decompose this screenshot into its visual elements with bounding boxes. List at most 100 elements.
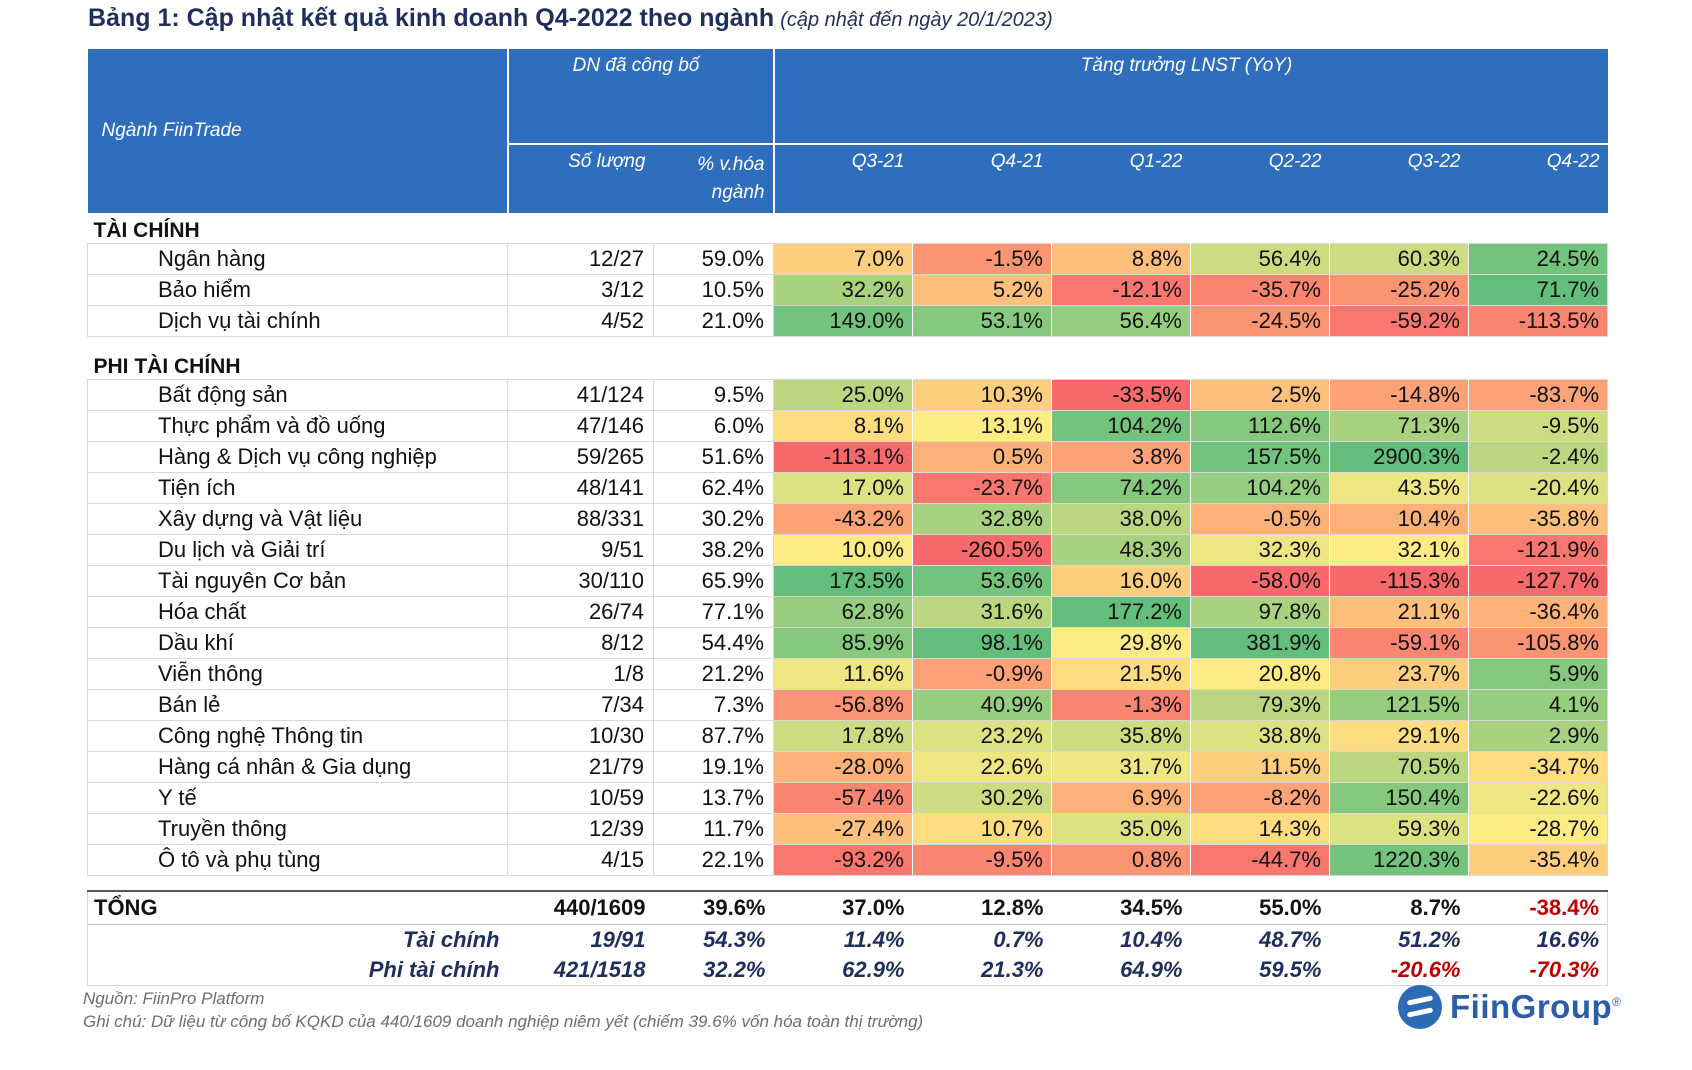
- header-pct: % v.hóa ngành: [653, 144, 774, 213]
- footer-note: Ghi chú: Dữ liệu từ công bố KQKD của 440…: [83, 1012, 924, 1031]
- growth-cell: 20.8%: [1190, 658, 1330, 690]
- table-row: Xây dựng và Vật liệu 88/331 30.2% -43.2% 32.…: [87, 503, 1609, 535]
- growth-cell: 4.1%: [1468, 689, 1609, 721]
- total-growth-cell: 34.5%: [1051, 890, 1191, 925]
- growth-cell: 21.5%: [1051, 658, 1191, 690]
- logo-text: FiinGroup®: [1450, 988, 1622, 1025]
- growth-cell: -113.1%: [773, 441, 913, 473]
- growth-cell: -127.7%: [1468, 565, 1609, 597]
- header-quarter: Q2-22: [1190, 144, 1330, 213]
- market-cap-pct: 62.4%: [653, 472, 774, 504]
- growth-cell: 74.2%: [1051, 472, 1191, 504]
- subtotal-pct: 32.2%: [653, 955, 774, 986]
- total-growth-cell: 55.0%: [1190, 890, 1330, 925]
- total-pct: 39.6%: [653, 890, 774, 925]
- sector-name: Dầu khí: [87, 627, 508, 659]
- growth-cell: 0.5%: [912, 441, 1052, 473]
- company-count: 10/59: [507, 782, 654, 814]
- subtotal-label: Phi tài chính: [87, 955, 508, 986]
- growth-cell: 7.0%: [773, 243, 913, 275]
- growth-cell: 70.5%: [1329, 751, 1469, 783]
- growth-cell: -28.0%: [773, 751, 913, 783]
- growth-cell: 23.7%: [1329, 658, 1469, 690]
- growth-cell: 31.7%: [1051, 751, 1191, 783]
- growth-cell: 3.8%: [1051, 441, 1191, 473]
- table-row: Bảo hiểm 3/12 10.5% 32.2% 5.2% -12.1% -35.7% -2…: [87, 274, 1609, 306]
- growth-cell: -2.4%: [1468, 441, 1609, 473]
- company-count: 47/146: [507, 410, 654, 442]
- sector-name: Bán lẻ: [87, 689, 508, 721]
- sector-name: Truyền thông: [87, 813, 508, 845]
- growth-cell: 2.9%: [1468, 720, 1609, 752]
- total-growth-cell: 37.0%: [773, 890, 913, 925]
- market-cap-pct: 21.0%: [653, 305, 774, 337]
- table-row: Bán lẻ 7/34 7.3% -56.8% 40.9% -1.3% 79.3% 121.5…: [87, 689, 1609, 721]
- table-title: Bảng 1: Cập nhật kết quả kinh doanh Q4-2…: [88, 4, 1053, 33]
- growth-cell: 59.3%: [1329, 813, 1469, 845]
- growth-cell: 30.2%: [912, 782, 1052, 814]
- growth-cell: -14.8%: [1329, 379, 1469, 411]
- fiingroup-logo: FiinGroup®: [1398, 985, 1621, 1029]
- growth-cell: 11.6%: [773, 658, 913, 690]
- growth-cell: 56.4%: [1190, 243, 1330, 275]
- growth-cell: 10.0%: [773, 534, 913, 566]
- footer-source: Nguồn: FiinPro Platform: [83, 989, 265, 1008]
- company-count: 12/39: [507, 813, 654, 845]
- header-quarter: Q4-22: [1468, 144, 1608, 213]
- growth-cell: 5.2%: [912, 274, 1052, 306]
- subtotal-growth-cell: -70.3%: [1468, 955, 1609, 986]
- market-cap-pct: 6.0%: [653, 410, 774, 442]
- table-row: Thực phẩm và đồ uống 47/146 6.0% 8.1% 13.1% 1…: [87, 410, 1609, 442]
- market-cap-pct: 11.7%: [653, 813, 774, 845]
- sector-name: Bảo hiểm: [87, 274, 508, 306]
- subtotal-growth-cell: 59.5%: [1190, 955, 1330, 986]
- table-row: Hàng cá nhân & Gia dụng 21/79 19.1% -28.0% 2…: [87, 751, 1609, 783]
- header-row-2: Số lượng % v.hóa ngành Q3-21 Q4-21 Q1-22…: [88, 144, 1608, 213]
- growth-cell: 79.3%: [1190, 689, 1330, 721]
- growth-cell: 177.2%: [1051, 596, 1191, 628]
- footer-notes: Nguồn: FiinPro Platform Ghi chú: Dữ liệu…: [83, 987, 923, 1033]
- growth-cell: -121.9%: [1468, 534, 1609, 566]
- growth-cell: -1.3%: [1051, 689, 1191, 721]
- growth-cell: -8.2%: [1190, 782, 1330, 814]
- growth-cell: 98.1%: [912, 627, 1052, 659]
- growth-cell: 71.7%: [1468, 274, 1609, 306]
- total-count: 440/1609: [507, 890, 654, 925]
- sector-name: Xây dựng và Vật liệu: [87, 503, 508, 535]
- subtotal-growth-cell: 64.9%: [1051, 955, 1191, 986]
- spacer-row: [88, 876, 1608, 892]
- title-main: Bảng 1: Cập nhật kết quả kinh doanh Q4-2…: [88, 4, 775, 32]
- company-count: 4/15: [507, 844, 654, 876]
- growth-cell: -34.7%: [1468, 751, 1609, 783]
- growth-cell: 11.5%: [1190, 751, 1330, 783]
- sector-name: Dịch vụ tài chính: [87, 305, 508, 337]
- growth-cell: -59.1%: [1329, 627, 1469, 659]
- growth-cell: -9.5%: [1468, 410, 1609, 442]
- growth-cell: -93.2%: [773, 844, 913, 876]
- subtotal-growth-cell: 16.6%: [1468, 924, 1609, 955]
- growth-cell: 85.9%: [773, 627, 913, 659]
- subtotal-row: Phi tài chính 421/1518 32.2% 62.9% 21.3% 64.9…: [87, 955, 1609, 986]
- growth-cell: 53.1%: [912, 305, 1052, 337]
- growth-cell: -83.7%: [1468, 379, 1609, 411]
- subtotal-count: 19/91: [507, 924, 654, 955]
- market-cap-pct: 77.1%: [653, 596, 774, 628]
- sector-name: Viễn thông: [87, 658, 508, 690]
- growth-cell: 381.9%: [1190, 627, 1330, 659]
- growth-cell: 31.6%: [912, 596, 1052, 628]
- total-growth-cell: 12.8%: [912, 890, 1052, 925]
- growth-cell: -58.0%: [1190, 565, 1330, 597]
- growth-cell: 173.5%: [773, 565, 913, 597]
- growth-cell: 38.0%: [1051, 503, 1191, 535]
- sector-name: Ngân hàng: [87, 243, 508, 275]
- market-cap-pct: 21.2%: [653, 658, 774, 690]
- spacer-row: [88, 337, 1608, 350]
- growth-cell: -57.4%: [773, 782, 913, 814]
- growth-cell: -105.8%: [1468, 627, 1609, 659]
- table-row: Y tế 10/59 13.7% -57.4% 30.2% 6.9% -8.2% 150.4%…: [87, 782, 1609, 814]
- header-quarter: Q4-21: [912, 144, 1052, 213]
- growth-cell: 16.0%: [1051, 565, 1191, 597]
- company-count: 8/12: [507, 627, 654, 659]
- growth-cell: 17.0%: [773, 472, 913, 504]
